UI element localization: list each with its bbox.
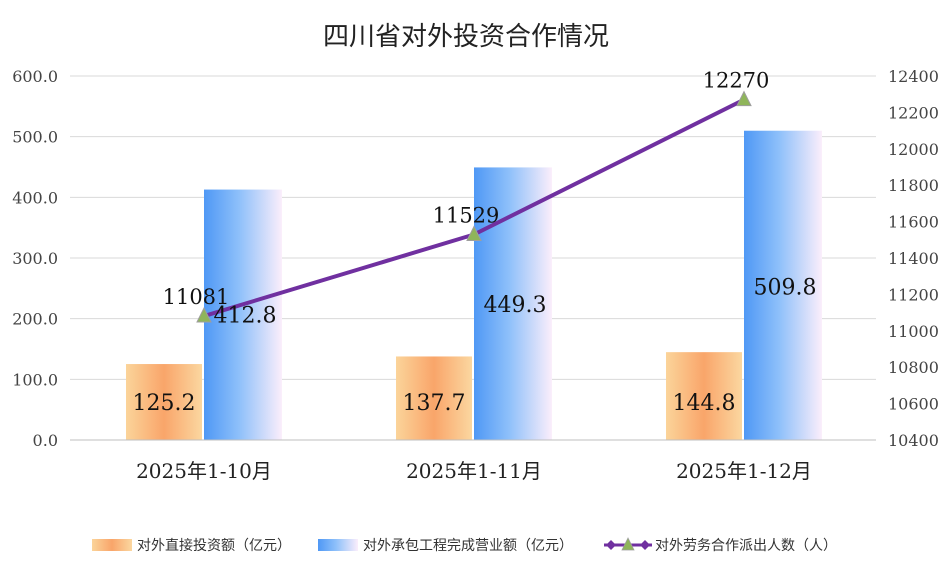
bars (126, 130, 822, 441)
y-tick-left: 200.0 (12, 310, 58, 329)
y-tick-left: 100.0 (12, 370, 58, 389)
legend-swatch-direct-investment (92, 539, 132, 551)
line-label-labor-dispatch: 11529 (433, 204, 500, 228)
bar-direct-investment (126, 364, 202, 440)
line-series (196, 90, 752, 323)
right-axis: 10400 10600 10800 11000 11200 11400 11600 11800… (888, 67, 939, 450)
legend-diamond-right (640, 540, 650, 550)
x-tick-label: 2025年1-10月 (136, 459, 272, 483)
bar-label-contract-revenue: 509.8 (754, 276, 817, 301)
y-tick-right: 11000 (888, 322, 939, 341)
y-tick-right: 12400 (888, 67, 939, 86)
legend-diamond-left (606, 540, 616, 550)
legend: 对外直接投资额（亿元） 对外承包工程完成营业额（亿元） 对外劳务合作派出人数（人） (92, 537, 837, 554)
bar-label-direct-investment: 125.2 (133, 391, 196, 416)
y-tick-right: 12200 (888, 103, 939, 122)
x-tick-label: 2025年1-11月 (406, 459, 542, 483)
legend-label-direct-investment: 对外直接投资额（亿元） (137, 537, 291, 554)
y-tick-right: 11800 (888, 176, 939, 195)
y-tick-right: 11400 (888, 249, 939, 268)
y-tick-right: 11200 (888, 285, 939, 304)
chart-title: 四川省对外投资合作情况 (323, 22, 609, 52)
y-tick-left: 400.0 (12, 188, 58, 207)
line-marker (736, 90, 752, 107)
y-tick-right: 10800 (888, 358, 939, 377)
bar-label-contract-revenue: 412.8 (214, 303, 277, 328)
line-label-labor-dispatch: 11081 (163, 285, 230, 309)
left-axis: 0.0 100.0 200.0 300.0 400.0 500.0 600.0 (12, 67, 58, 450)
y-tick-left: 300.0 (12, 249, 58, 268)
line-label-labor-dispatch: 12270 (703, 69, 770, 93)
y-tick-right: 10600 (888, 395, 939, 414)
legend-swatch-contract-revenue (318, 539, 358, 551)
legend-label-labor-dispatch: 对外劳务合作派出人数（人） (655, 538, 837, 554)
data-labels: 125.2 412.8 137.7 449.3 144.8 509.8 11081 11529… (133, 69, 817, 416)
bar-direct-investment (666, 352, 742, 440)
y-tick-left: 0.0 (33, 431, 58, 450)
y-tick-right: 11600 (888, 213, 939, 232)
bar-contract-revenue (204, 189, 282, 440)
bar-label-direct-investment: 144.8 (673, 391, 736, 416)
line-marker (466, 225, 482, 242)
bar-direct-investment (396, 356, 472, 440)
legend-triangle-icon (621, 537, 635, 551)
line-marker (196, 306, 212, 323)
y-tick-left: 500.0 (12, 128, 58, 147)
category-labels: 2025年1-10月 2025年1-11月 2025年1-12月 (136, 459, 812, 483)
y-tick-right: 10400 (888, 431, 939, 450)
bar-label-direct-investment: 137.7 (403, 391, 466, 416)
y-tick-left: 600.0 (12, 67, 58, 86)
bar-contract-revenue (744, 130, 822, 441)
x-tick-label: 2025年1-12月 (676, 459, 812, 483)
y-tick-right: 12000 (888, 140, 939, 159)
bar-label-contract-revenue: 449.3 (484, 293, 547, 318)
legend-label-contract-revenue: 对外承包工程完成营业额（亿元） (363, 538, 573, 554)
